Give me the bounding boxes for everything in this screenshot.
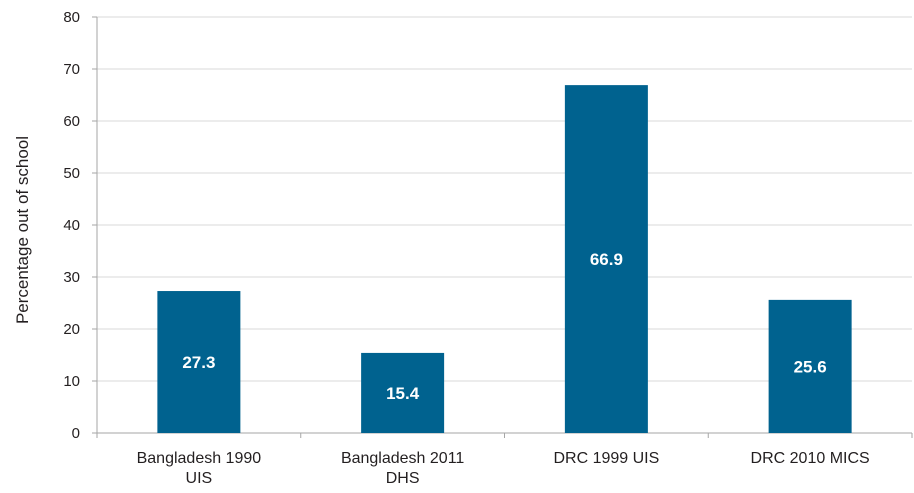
data-label: 15.4 <box>386 384 420 403</box>
x-tick-label-line: DRC 2010 MICS <box>751 450 870 467</box>
y-tick-label: 80 <box>63 9 80 26</box>
x-tick-label-line: Bangladesh 2011 <box>341 450 464 467</box>
y-tick-label: 30 <box>63 269 80 286</box>
y-tick-label: 10 <box>63 373 80 390</box>
data-label: 27.3 <box>182 353 215 372</box>
y-tick-label: 70 <box>63 61 80 78</box>
data-label: 25.6 <box>794 357 827 376</box>
x-tick-label-line: Bangladesh 1990 <box>137 450 262 467</box>
y-tick-label: 60 <box>63 113 80 130</box>
y-axis-title: Percentage out of school <box>13 136 32 324</box>
y-tick-label: 40 <box>63 217 80 234</box>
y-tick-label: 50 <box>63 165 80 182</box>
x-tick-label: Bangladesh 2011 DHS <box>341 450 464 487</box>
bars <box>157 85 852 434</box>
labels: 0 10 20 30 40 50 60 70 80 27.3 Bangladesh 1990 UIS 1… <box>63 9 869 487</box>
y-tick-label: 0 <box>72 425 80 442</box>
bar <box>157 291 241 433</box>
x-tick-label-line: DHS <box>386 470 420 487</box>
data-label: 66.9 <box>590 250 623 269</box>
x-tick-label-line: UIS <box>186 470 213 487</box>
y-tick-label: 20 <box>63 321 80 338</box>
x-tick-label: Bangladesh 1990 UIS <box>137 450 262 487</box>
bar <box>564 85 648 434</box>
x-tick-label: DRC 1999 UIS <box>553 450 659 467</box>
x-tick-label: DRC 2010 MICS <box>751 450 870 467</box>
bar <box>768 299 852 433</box>
x-tick-label-line: DRC 1999 UIS <box>553 450 659 467</box>
bar <box>361 352 445 433</box>
